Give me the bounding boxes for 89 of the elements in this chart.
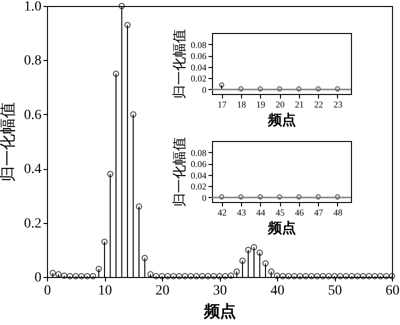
- point: [383, 273, 390, 280]
- y-tick-label: 0.02: [190, 182, 206, 192]
- y-tick-label: 0.08: [190, 148, 207, 158]
- x-tick-label: 30: [213, 284, 227, 298]
- y-axis-title: 归一化幅值: [172, 137, 188, 207]
- point: [348, 273, 355, 280]
- y-tick-label: 0: [202, 84, 207, 95]
- point: [188, 273, 194, 280]
- x-tick-label: 18: [236, 100, 246, 110]
- point: [164, 273, 171, 280]
- point: [147, 271, 154, 278]
- x-tick-label: 0: [44, 284, 51, 298]
- y-tick-label: 0.8: [24, 54, 42, 69]
- point: [158, 273, 166, 280]
- x-axis-title: 频点: [267, 220, 296, 236]
- point: [342, 273, 350, 280]
- x-tick-label: 21: [294, 100, 304, 110]
- point: [216, 273, 223, 280]
- point: [176, 273, 182, 280]
- y-tick-label: 0.6: [24, 108, 42, 123]
- x-tick-label: 60: [386, 284, 400, 298]
- point: [66, 273, 74, 280]
- point: [72, 273, 79, 280]
- x-tick-label: 42: [218, 208, 227, 218]
- y-tick-label: 0.06: [190, 159, 207, 170]
- x-tick-label: 22: [314, 100, 324, 110]
- point: [388, 273, 396, 280]
- x-tick-label: 19: [256, 100, 266, 110]
- y-tick-label: 0.02: [190, 74, 206, 84]
- point: [320, 273, 326, 280]
- point: [354, 273, 361, 280]
- point: [280, 273, 286, 280]
- x-tick-label: 44: [256, 208, 266, 218]
- point: [90, 273, 96, 280]
- y-tick-label: 0.04: [190, 170, 207, 180]
- x-axis-title: 频点: [267, 112, 296, 128]
- y-tick-label: 0: [202, 192, 207, 203]
- point: [199, 273, 206, 280]
- point: [314, 273, 320, 280]
- point: [302, 273, 309, 280]
- point: [268, 268, 274, 275]
- y-tick-label: 0.2: [24, 216, 42, 232]
- x-tick-label: 20: [156, 284, 170, 298]
- point: [153, 273, 160, 280]
- x-tick-label: 17: [218, 100, 228, 110]
- point: [204, 273, 212, 280]
- point: [170, 273, 177, 280]
- point: [78, 273, 85, 280]
- y-tick-label: 0: [34, 270, 42, 286]
- point: [291, 273, 298, 280]
- point: [377, 273, 384, 280]
- x-tick-label: 47: [314, 208, 324, 218]
- x-tick-label: 46: [294, 208, 304, 218]
- y-tick-label: 0.06: [190, 51, 207, 62]
- y-tick-label: 0.04: [190, 62, 207, 72]
- point: [50, 270, 56, 276]
- x-tick-label: 10: [98, 284, 112, 298]
- point: [182, 273, 188, 280]
- x-axis-title: 频点: [203, 302, 236, 320]
- y-tick-label: 1.0: [24, 0, 42, 14]
- point: [222, 273, 228, 280]
- point: [326, 273, 332, 280]
- point: [296, 273, 304, 280]
- point: [331, 273, 338, 280]
- point: [193, 273, 200, 280]
- point: [55, 271, 62, 278]
- x-tick-label: 20: [276, 100, 286, 110]
- point: [360, 273, 366, 280]
- point: [285, 273, 292, 280]
- x-tick-label: 23: [333, 100, 343, 110]
- x-tick-label: 50: [328, 284, 342, 298]
- y-tick-label: 0.08: [190, 40, 207, 50]
- y-axis-title: 归一化幅值: [172, 29, 188, 99]
- point: [337, 273, 344, 280]
- point: [372, 273, 378, 280]
- point: [61, 272, 68, 279]
- x-tick-label: 48: [333, 208, 343, 218]
- point: [308, 273, 315, 280]
- point: [228, 272, 234, 279]
- point: [210, 273, 217, 280]
- y-axis-title: 归一化幅值: [0, 102, 17, 182]
- x-tick-label: 43: [236, 208, 246, 218]
- point: [234, 268, 240, 275]
- point: [84, 273, 90, 280]
- y-tick-label: 0.4: [24, 162, 42, 178]
- x-tick-label: 45: [276, 208, 286, 218]
- point: [366, 273, 372, 280]
- point: [274, 272, 280, 279]
- x-tick-label: 40: [270, 284, 284, 298]
